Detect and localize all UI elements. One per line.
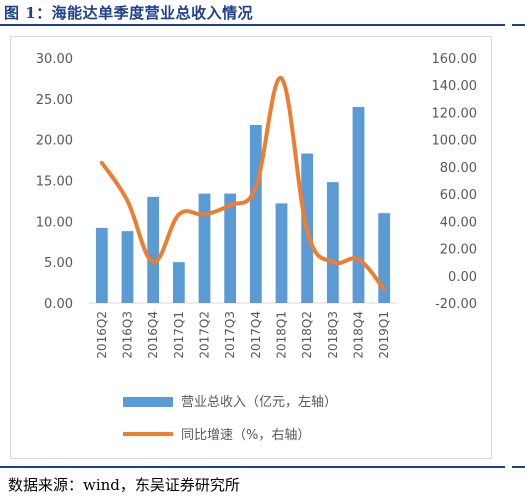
x-tick-label: 2019Q1 (377, 311, 391, 359)
y-left-tick-label: 25.00 (36, 93, 73, 108)
x-axis-labels: 2016Q2 2016Q3 2016Q4 2017Q1 2017Q2 2017Q3 2017… (95, 311, 391, 359)
y-left-axis: 0.00 5.00 10.00 15.00 20.00 25.00 30.00 (36, 52, 73, 312)
top-rule (0, 24, 505, 26)
bar (224, 193, 237, 303)
bar (95, 227, 108, 303)
x-tick-label: 2016Q4 (146, 311, 160, 359)
legend-bar-label: 营业总收入（亿元，左轴） (181, 395, 337, 410)
bar (198, 193, 211, 303)
source-note: 数据来源：wind，东吴证券研究所 (8, 476, 240, 494)
bar (352, 107, 365, 303)
figure-title: 图 1：海能达单季度营业总收入情况 (4, 4, 254, 22)
y-right-tick-label: 0.00 (448, 270, 477, 285)
y-right-tick-label: -20.00 (435, 297, 477, 312)
y-right-tick-label: 160.00 (432, 52, 478, 67)
y-left-tick-label: 0.00 (44, 297, 73, 312)
y-right-tick-label: 120.00 (432, 106, 478, 121)
bottom-rule-right (512, 466, 525, 468)
x-tick-label: 2017Q2 (198, 311, 212, 359)
legend-bar-swatch (123, 397, 173, 407)
bar (147, 196, 160, 303)
y-right-axis: -20.00 0.00 20.00 40.00 60.00 80.00 100.00 120.… (432, 52, 478, 312)
x-tick-label: 2017Q4 (249, 311, 263, 359)
x-tick-label: 2016Q2 (95, 311, 109, 359)
x-tick-label: 2018Q4 (352, 311, 366, 359)
bar (275, 203, 288, 303)
y-left-tick-label: 30.00 (36, 52, 73, 67)
bar (172, 262, 185, 303)
y-right-tick-label: 100.00 (432, 134, 478, 149)
y-left-tick-label: 10.00 (36, 215, 73, 230)
x-tick-label: 2018Q2 (300, 311, 314, 359)
revenue-chart: 0.00 5.00 10.00 15.00 20.00 25.00 30.00 -20.00… (36, 52, 478, 443)
y-left-tick-label: 15.00 (36, 175, 73, 190)
bar (249, 124, 262, 303)
x-tick-label: 2017Q3 (223, 311, 237, 359)
bottom-rule (0, 466, 505, 468)
top-rule-right (512, 24, 525, 26)
y-left-tick-label: 5.00 (44, 256, 73, 271)
legend-line-label: 同比增速（%，右轴） (181, 428, 310, 443)
x-tick-label: 2018Q3 (326, 311, 340, 359)
growth-line (99, 76, 387, 292)
bar (121, 231, 134, 303)
bar (378, 213, 391, 303)
y-right-tick-label: 140.00 (432, 79, 478, 94)
x-tick-label: 2017Q1 (172, 311, 186, 359)
y-right-tick-label: 80.00 (440, 161, 477, 176)
x-tick-label: 2016Q3 (121, 311, 135, 359)
bar-series (95, 107, 391, 303)
y-right-tick-label: 60.00 (440, 188, 477, 203)
bar (326, 182, 339, 303)
chart-frame: 0.00 5.00 10.00 15.00 20.00 25.00 30.00 -20.00… (10, 36, 492, 459)
y-right-tick-label: 40.00 (440, 215, 477, 230)
legend: 营业总收入（亿元，左轴） 同比增速（%，右轴） (123, 395, 337, 443)
y-left-tick-label: 20.00 (36, 134, 73, 149)
y-right-tick-label: 20.00 (440, 243, 477, 258)
x-tick-label: 2018Q1 (275, 311, 289, 359)
